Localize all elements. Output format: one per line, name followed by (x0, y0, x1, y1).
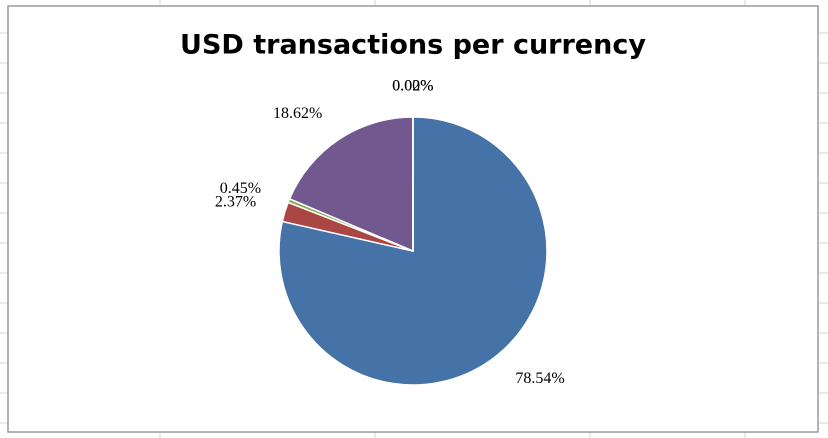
data-label: 0.00% (392, 78, 433, 95)
data-label: 0.45% (220, 180, 261, 197)
pie-slice (288, 116, 414, 253)
data-label: 78.54% (515, 370, 564, 387)
data-label: 0.02% (392, 78, 433, 95)
data-label: 2.37% (215, 194, 256, 211)
chart-title: USD transactions per currency (180, 30, 646, 61)
data-label: 18.62% (273, 105, 322, 122)
